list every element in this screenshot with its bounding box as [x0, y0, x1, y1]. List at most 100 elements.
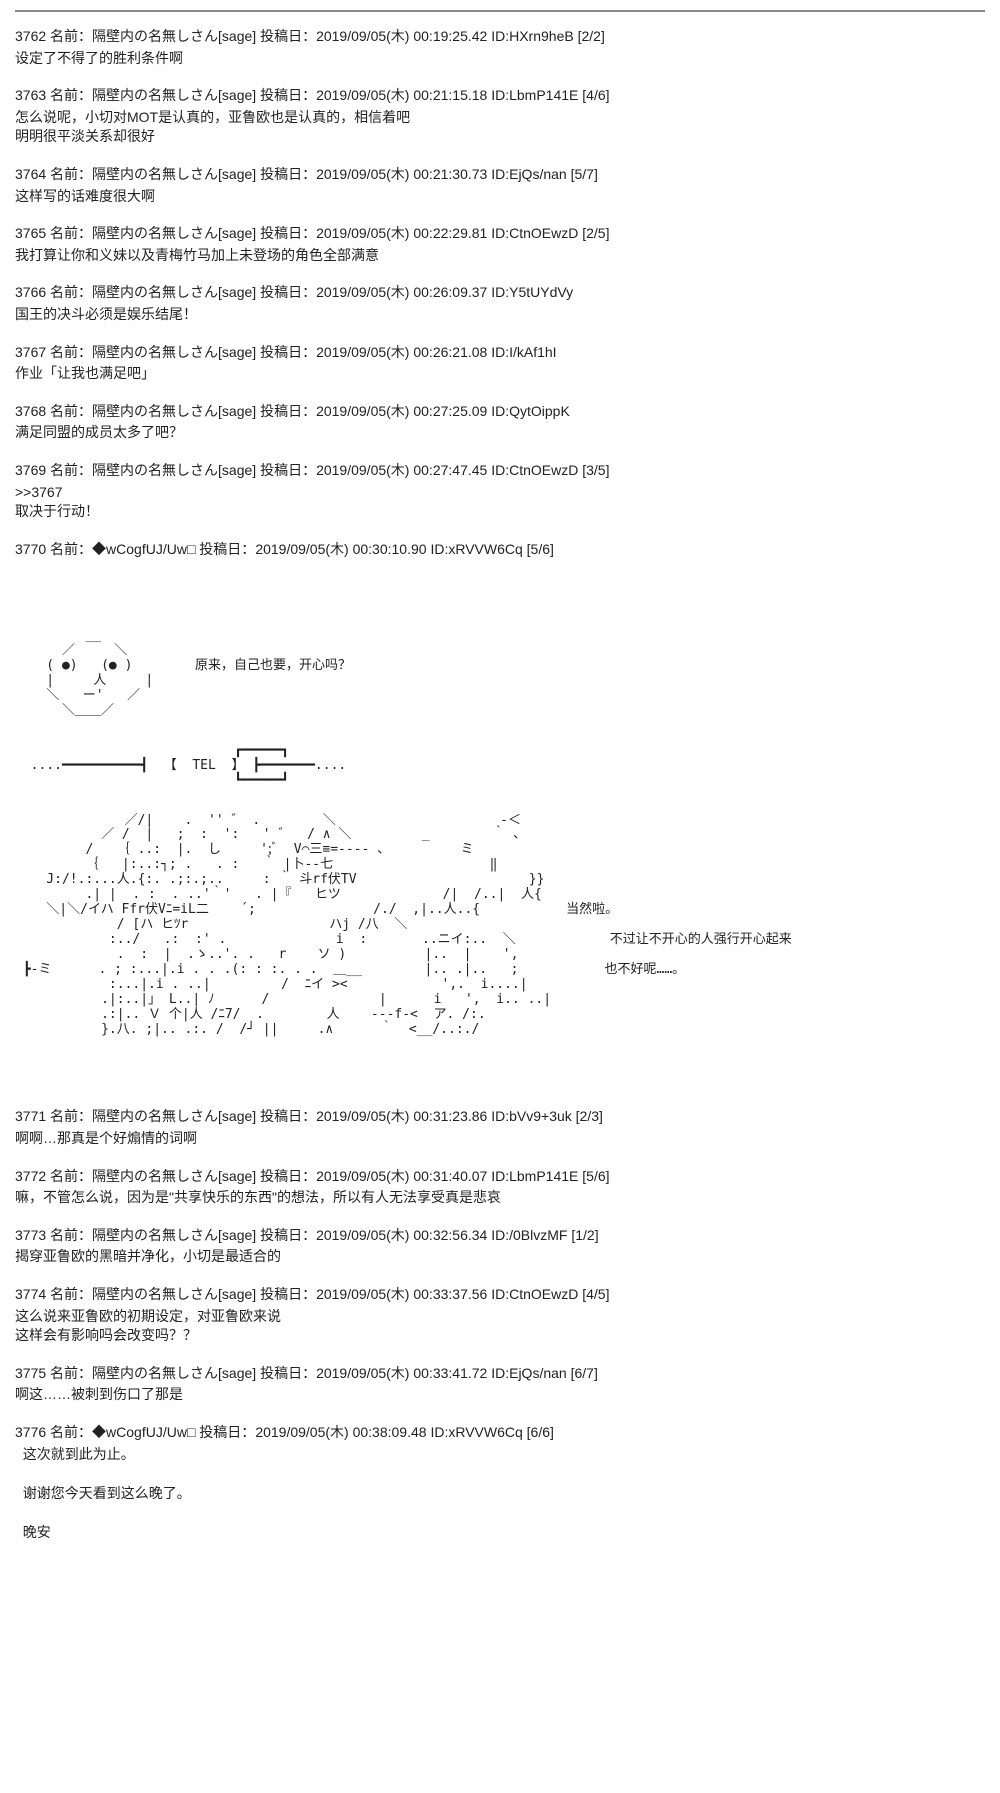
post-date: 2019/09/05(木) 00:19:25.42: [316, 28, 487, 44]
ascii-art-face: __ ／ ＼ ( ●) (● ) 原来，自己也要，开心吗？ | 人 | ＼ ー'…: [15, 584, 985, 718]
name-prefix: 名前：: [46, 28, 92, 44]
post-number[interactable]: 3774: [15, 1286, 46, 1302]
post-body: 怎么说呢，小切对MOT是认真的，亚鲁欧也是认真的，相信着吧 明明很平淡关系却很好: [15, 108, 985, 147]
post-number[interactable]: 3768: [15, 403, 46, 419]
post-number[interactable]: 3772: [15, 1168, 46, 1184]
post: 3762 名前：隔壁内の名無しさん[sage] 投稿日：2019/09/05(木…: [15, 27, 985, 68]
post-date: 2019/09/05(木) 00:22:29.81: [316, 225, 487, 241]
post-number[interactable]: 3766: [15, 284, 46, 300]
poster-id[interactable]: ID:xRVVW6Cq: [427, 541, 523, 557]
post-date: 2019/09/05(木) 00:30:10.90: [255, 541, 426, 557]
post-header: 3762 名前：隔壁内の名無しさん[sage] 投稿日：2019/09/05(木…: [15, 27, 985, 47]
poster-tag: [sage]: [218, 1227, 256, 1243]
post-counter: [4/6]: [578, 87, 609, 103]
name-prefix: 名前：: [46, 1108, 92, 1124]
post-header: 3771 名前：隔壁内の名無しさん[sage] 投稿日：2019/09/05(木…: [15, 1107, 985, 1127]
post-header: 3768 名前：隔壁内の名無しさん[sage] 投稿日：2019/09/05(木…: [15, 402, 985, 422]
date-prefix: 投稿日：: [256, 403, 316, 419]
name-prefix: 名前：: [46, 403, 92, 419]
post-counter: [2/2]: [574, 28, 605, 44]
post-number[interactable]: 3769: [15, 462, 46, 478]
post-date: 2019/09/05(木) 00:27:25.09: [316, 403, 487, 419]
poster-id[interactable]: ID:Y5tUYdVy: [487, 284, 573, 300]
post-header: 3764 名前：隔壁内の名無しさん[sage] 投稿日：2019/09/05(木…: [15, 165, 985, 185]
post-number[interactable]: 3762: [15, 28, 46, 44]
poster-name: 隔壁内の名無しさん: [92, 28, 218, 44]
poster-id[interactable]: ID:I/kAf1hI: [487, 344, 556, 360]
poster-id[interactable]: ID:EjQs/nan: [487, 166, 566, 182]
poster-tag: [sage]: [218, 403, 256, 419]
poster-name: ◆wCogfUJ/Uw: [92, 541, 187, 557]
poster-tag: [sage]: [218, 284, 256, 300]
poster-tag: [sage]: [218, 166, 256, 182]
post-number[interactable]: 3775: [15, 1365, 46, 1381]
post-date: 2019/09/05(木) 00:33:41.72: [316, 1365, 487, 1381]
poster-id[interactable]: ID:EjQs/nan: [487, 1365, 566, 1381]
poster-id[interactable]: ID:LbmP141E: [487, 1168, 578, 1184]
date-prefix: 投稿日：: [256, 1227, 316, 1243]
name-prefix: 名前：: [46, 344, 92, 360]
post-body: 嘛，不管怎么说，因为是"共享快乐的东西"的想法，所以有人无法享受真是悲哀: [15, 1188, 985, 1208]
poster-id[interactable]: ID:CtnOEwzD: [487, 462, 578, 478]
post-header: 3773 名前：隔壁内の名無しさん[sage] 投稿日：2019/09/05(木…: [15, 1226, 985, 1246]
post: 3774 名前：隔壁内の名無しさん[sage] 投稿日：2019/09/05(木…: [15, 1285, 985, 1346]
poster-tag: [sage]: [218, 225, 256, 241]
top-divider: [15, 10, 985, 12]
date-prefix: 投稿日：: [195, 1424, 255, 1440]
post-number[interactable]: 3771: [15, 1108, 46, 1124]
poster-id[interactable]: ID:CtnOEwzD: [487, 1286, 578, 1302]
posts-container: 3762 名前：隔壁内の名無しさん[sage] 投稿日：2019/09/05(木…: [15, 27, 985, 1543]
name-prefix: 名前：: [46, 87, 92, 103]
poster-name: 隔壁内の名無しさん: [92, 1286, 218, 1302]
post: 3770 名前：◆wCogfUJ/Uw□ 投稿日：2019/09/05(木) 0…: [15, 540, 985, 1083]
post-number[interactable]: 3773: [15, 1227, 46, 1243]
post-date: 2019/09/05(木) 00:21:30.73: [316, 166, 487, 182]
poster-id[interactable]: ID:CtnOEwzD: [487, 225, 578, 241]
post-number[interactable]: 3764: [15, 166, 46, 182]
poster-name: 隔壁内の名無しさん: [92, 1227, 218, 1243]
post-counter: [5/7]: [567, 166, 598, 182]
poster-id[interactable]: ID:HXrn9heB: [487, 28, 573, 44]
name-prefix: 名前：: [46, 1365, 92, 1381]
poster-name: 隔壁内の名無しさん: [92, 284, 218, 300]
date-prefix: 投稿日：: [256, 1168, 316, 1184]
poster-tag: [sage]: [218, 462, 256, 478]
name-prefix: 名前：: [46, 1168, 92, 1184]
poster-tag: [sage]: [218, 1108, 256, 1124]
name-prefix: 名前：: [46, 284, 92, 300]
poster-id[interactable]: ID:/0BlvzMF: [487, 1227, 567, 1243]
post-body: 设定了不得了的胜利条件啊: [15, 49, 985, 69]
post-number[interactable]: 3770: [15, 541, 46, 557]
poster-id[interactable]: ID:bVv9+3uk: [487, 1108, 571, 1124]
poster-tag: [sage]: [218, 87, 256, 103]
date-prefix: 投稿日：: [195, 541, 255, 557]
post-counter: [2/5]: [578, 225, 609, 241]
post-body: 这么说来亚鲁欧的初期设定，对亚鲁欧来说 这样会有影响吗会改变吗？？: [15, 1307, 985, 1346]
post-number[interactable]: 3765: [15, 225, 46, 241]
post-counter: [5/6]: [523, 541, 554, 557]
post-counter: [6/7]: [567, 1365, 598, 1381]
poster-id[interactable]: ID:LbmP141E: [487, 87, 578, 103]
post-number[interactable]: 3767: [15, 344, 46, 360]
name-prefix: 名前：: [46, 225, 92, 241]
post-counter: [3/5]: [578, 462, 609, 478]
poster-id[interactable]: ID:QytOippK: [487, 403, 569, 419]
date-prefix: 投稿日：: [256, 28, 316, 44]
date-prefix: 投稿日：: [256, 462, 316, 478]
post-header: 3772 名前：隔壁内の名無しさん[sage] 投稿日：2019/09/05(木…: [15, 1167, 985, 1187]
poster-tag: [sage]: [218, 1286, 256, 1302]
name-prefix: 名前：: [46, 462, 92, 478]
post: 3765 名前：隔壁内の名無しさん[sage] 投稿日：2019/09/05(木…: [15, 224, 985, 265]
poster-id[interactable]: ID:xRVVW6Cq: [427, 1424, 523, 1440]
post-number[interactable]: 3776: [15, 1424, 46, 1440]
post-header: 3776 名前：◆wCogfUJ/Uw□ 投稿日：2019/09/05(木) 0…: [15, 1423, 985, 1443]
name-prefix: 名前：: [46, 1227, 92, 1243]
date-prefix: 投稿日：: [256, 344, 316, 360]
poster-name: 隔壁内の名無しさん: [92, 1365, 218, 1381]
post-counter: [2/3]: [572, 1108, 603, 1124]
post-header: 3767 名前：隔壁内の名無しさん[sage] 投稿日：2019/09/05(木…: [15, 343, 985, 363]
date-prefix: 投稿日：: [256, 225, 316, 241]
post-header: 3770 名前：◆wCogfUJ/Uw□ 投稿日：2019/09/05(木) 0…: [15, 540, 985, 560]
post-number[interactable]: 3763: [15, 87, 46, 103]
poster-tag: [sage]: [218, 1168, 256, 1184]
